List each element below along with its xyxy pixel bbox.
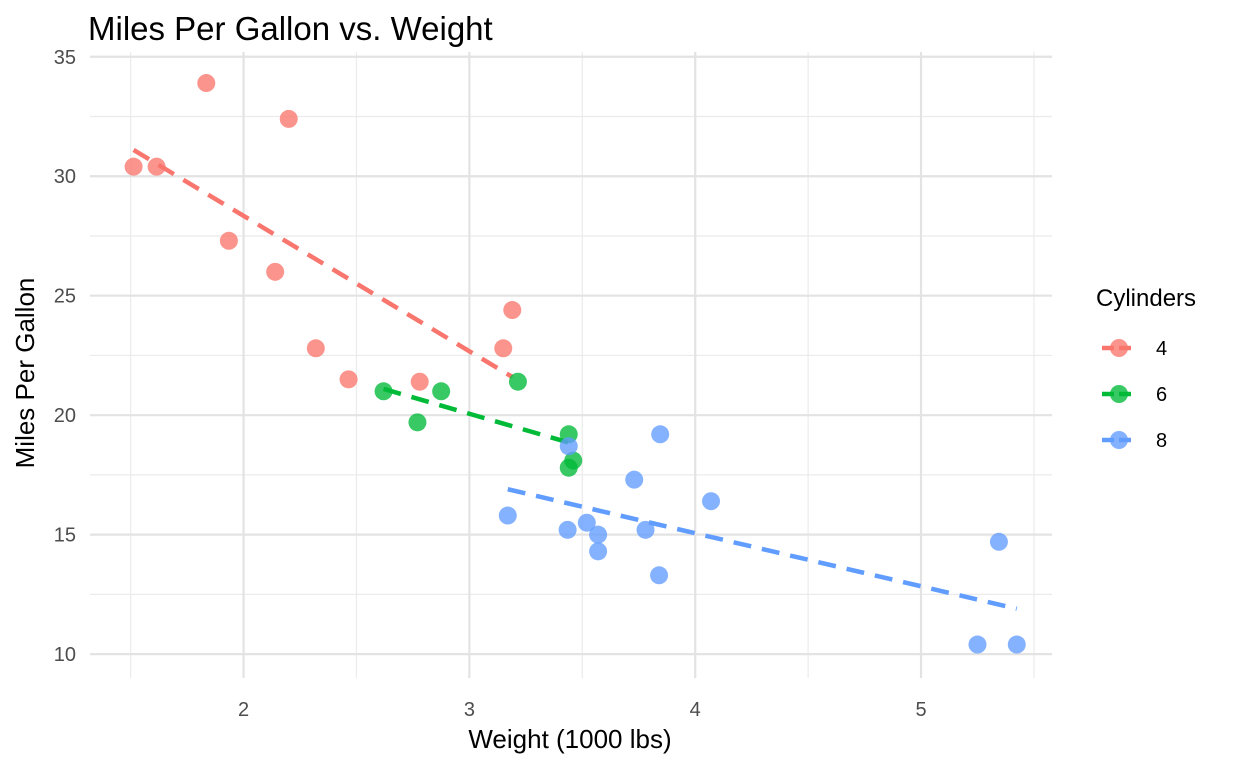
legend-label: 6 (1156, 384, 1167, 406)
fit-line-8-cyl (507, 487, 1018, 611)
data-point-8-cyl (625, 470, 644, 489)
data-point-4-cyl (197, 74, 216, 93)
y-tick-label: 25 (54, 286, 76, 308)
data-point-6-cyl (508, 372, 527, 391)
legend-label: 4 (1156, 338, 1167, 360)
fit-line-6-cyl (382, 386, 574, 447)
data-point-6-cyl (564, 451, 583, 470)
data-point-8-cyl (968, 635, 987, 654)
y-tick-label: 30 (54, 166, 76, 188)
data-point-4-cyl (219, 231, 238, 250)
data-point-8-cyl (702, 492, 721, 511)
fit-line-4-cyl (132, 148, 514, 379)
data-point-4-cyl (503, 301, 522, 320)
y-tick-label: 15 (54, 525, 76, 547)
data-point-6-cyl (374, 382, 393, 401)
legend-title: Cylinders (1096, 285, 1196, 312)
legend-items: 4 6 8 (1102, 338, 1167, 452)
data-point-6-cyl (408, 413, 427, 432)
data-point-4-cyl (410, 372, 429, 391)
data-point-8-cyl (558, 520, 577, 539)
y-tick-label: 20 (54, 405, 76, 427)
data-point-4-cyl (266, 262, 285, 281)
data-point-4-cyl (279, 109, 298, 128)
x-tick-label: 4 (690, 699, 701, 721)
data-point-8-cyl (498, 506, 517, 525)
data-point-8-cyl (651, 425, 670, 444)
data-point-4-cyl (124, 157, 143, 176)
legend-item-4: 4 (1102, 338, 1167, 360)
legend-item-8: 8 (1102, 430, 1167, 452)
x-tick-label: 3 (464, 699, 475, 721)
y-tick-label: 10 (54, 644, 76, 666)
x-tick-label: 2 (238, 699, 249, 721)
data-point-4-cyl (339, 370, 358, 389)
legend-item-6: 6 (1102, 384, 1167, 406)
data-point-4-cyl (306, 339, 325, 358)
data-point-8-cyl (559, 437, 578, 456)
y-axis-ticks: 10 15 20 25 30 35 (54, 47, 76, 666)
major-grid (90, 52, 1052, 678)
data-points (124, 74, 1026, 654)
data-point-8-cyl (650, 566, 669, 585)
x-tick-label: 5 (915, 699, 926, 721)
data-point-8-cyl (636, 520, 655, 539)
data-point-8-cyl (989, 532, 1008, 551)
chart-title: Miles Per Gallon vs. Weight (88, 10, 493, 47)
legend: Cylinders 4 6 8 (1096, 285, 1196, 452)
y-axis-label: Miles Per Gallon (10, 278, 40, 469)
data-point-8-cyl (1007, 635, 1026, 654)
data-point-8-cyl (589, 542, 608, 561)
legend-point-key (1110, 339, 1128, 357)
legend-label: 8 (1156, 430, 1167, 452)
x-axis-label: Weight (1000 lbs) (468, 724, 671, 754)
data-point-4-cyl (147, 157, 166, 176)
y-tick-label: 35 (54, 47, 76, 69)
data-point-8-cyl (577, 513, 596, 532)
data-point-4-cyl (494, 339, 513, 358)
data-point-6-cyl (432, 382, 451, 401)
fit-lines (132, 148, 1018, 611)
legend-point-key (1110, 385, 1128, 403)
legend-point-key (1110, 431, 1128, 449)
minor-grid (90, 52, 1052, 678)
x-axis-ticks: 2 3 4 5 (238, 699, 927, 721)
data-point-8-cyl (589, 525, 608, 544)
